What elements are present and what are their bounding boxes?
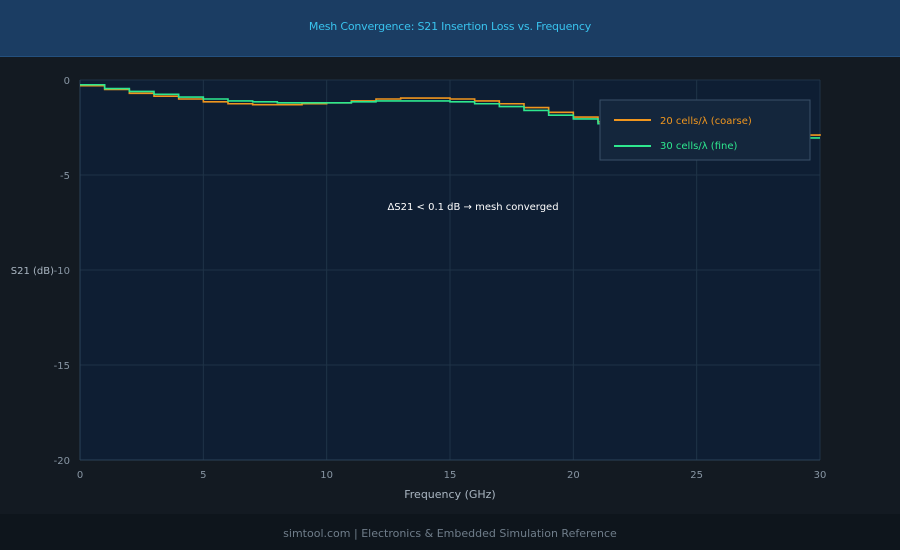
y-tick-label: 0: [64, 76, 70, 87]
tick-labels: 0 5 10 15 20 25 30 0 -5 -10 -15 -20: [54, 76, 827, 481]
footer-text: simtool.com | Electronics & Embedded Sim…: [283, 527, 617, 540]
legend-label-fine: 30 cells/λ (fine): [660, 141, 737, 152]
header-bar: Mesh Convergence: S21 Insertion Loss vs.…: [0, 0, 900, 57]
chart-area: 0 5 10 15 20 25 30 0 -5 -10 -15 -20 Frequency (GHz)…: [0, 56, 900, 514]
legend: 20 cells/λ (coarse) 30 cells/λ (fine): [599, 99, 811, 161]
x-tick-label: 10: [320, 470, 333, 481]
y-tick-label: -5: [60, 171, 70, 182]
annotation-text: ΔS21 < 0.1 dB → mesh converged: [387, 202, 558, 213]
x-axis-label: Frequency (GHz): [404, 488, 495, 501]
legend-box: [599, 99, 811, 161]
x-tick-label: 20: [567, 470, 580, 481]
y-tick-label: -15: [54, 361, 70, 372]
chart-svg: 0 5 10 15 20 25 30 0 -5 -10 -15 -20 Frequency (GHz)…: [11, 76, 827, 501]
legend-label-coarse: 20 cells/λ (coarse): [660, 116, 752, 127]
x-tick-label: 30: [814, 470, 827, 481]
y-tick-label: -20: [54, 456, 70, 467]
footer-bar: simtool.com | Electronics & Embedded Sim…: [0, 514, 900, 550]
x-tick-label: 0: [77, 470, 83, 481]
grid-lines: [79, 79, 821, 461]
x-tick-label: 15: [444, 470, 457, 481]
x-tick-label: 25: [690, 470, 703, 481]
x-tick-label: 5: [200, 470, 206, 481]
page-title: Mesh Convergence: S21 Insertion Loss vs.…: [308, 20, 592, 33]
y-tick-label: -10: [54, 266, 70, 277]
y-axis-label: S21 (dB): [11, 266, 54, 277]
